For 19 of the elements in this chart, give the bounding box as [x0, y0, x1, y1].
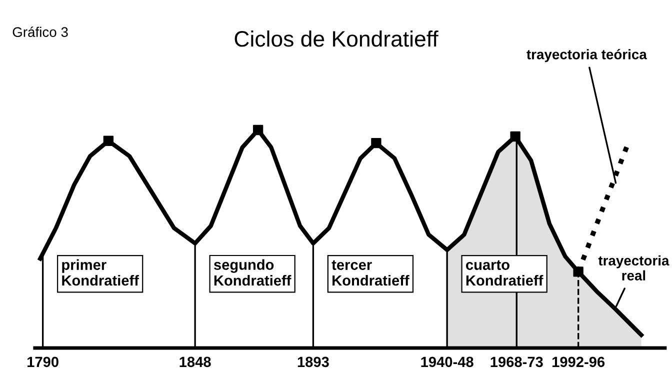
point — [510, 131, 520, 142]
x-tick-label: 1893 — [298, 356, 329, 368]
chart-title: Ciclos de Kondratieff — [234, 30, 438, 47]
annotation: primer Kondratieff — [62, 259, 139, 286]
x-tick-label: 1992-96 — [552, 356, 605, 368]
point — [103, 136, 114, 146]
text: trayectoria teórica — [526, 49, 647, 62]
point — [252, 124, 264, 136]
series-label: trayectoria real — [598, 255, 670, 280]
x-tick-label: 1790 — [28, 356, 58, 368]
annotation: segundo Kondratieff — [214, 259, 292, 286]
x-tick-label: 1940-48 — [421, 356, 474, 368]
point — [573, 266, 584, 277]
x-tick-label: 1968-73 — [490, 356, 543, 368]
annotation: cuarto Kondratieff — [466, 260, 544, 286]
text: Gráfico 3 — [12, 26, 68, 37]
point — [371, 138, 382, 148]
x-tick-label: 1848 — [180, 356, 211, 368]
annotation: tercer Kondratieff — [332, 260, 410, 286]
